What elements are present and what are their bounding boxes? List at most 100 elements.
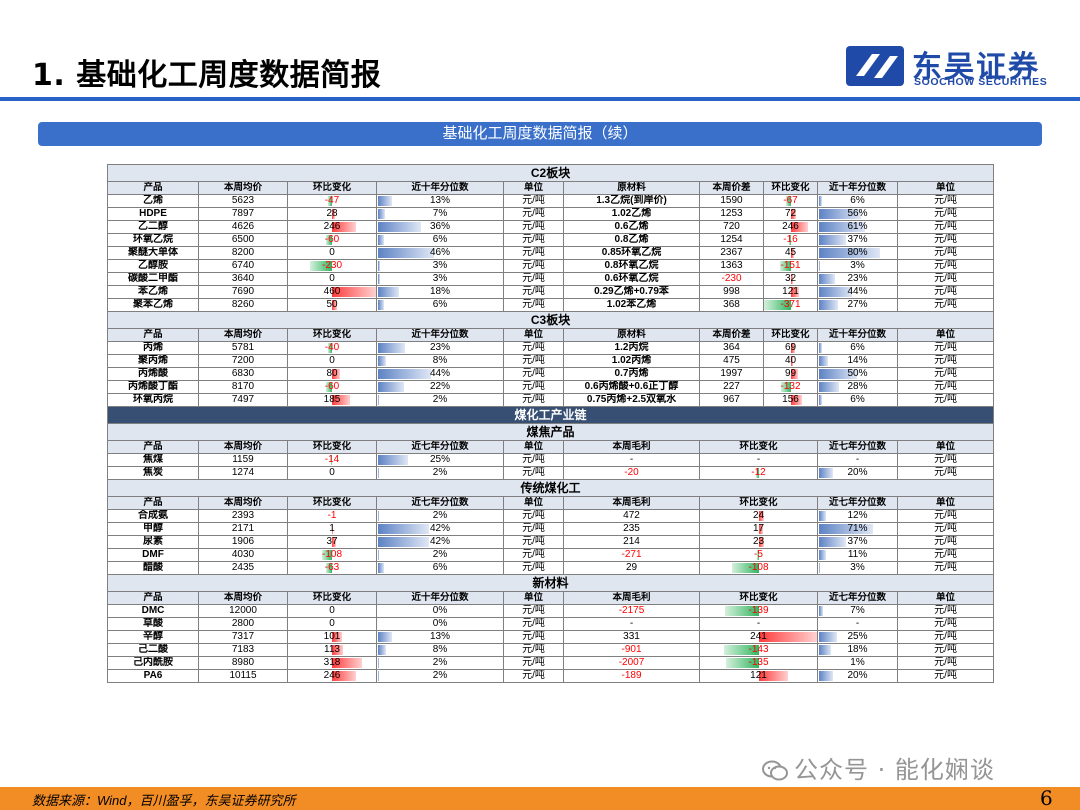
percentile-bar — [378, 658, 379, 668]
unit-text: 元/吨 — [522, 562, 545, 574]
weekly-spread-text: 1254 — [720, 234, 743, 246]
percentile-text: 22% — [429, 381, 450, 393]
weekly-spread-text: 227 — [723, 381, 740, 393]
product-name-text: 乙烯 — [143, 195, 163, 207]
spread-unit-text: 元/吨 — [934, 394, 957, 406]
margin-unit: 元/吨 — [896, 535, 995, 549]
column-header-text: 单位 — [523, 182, 543, 194]
spread-percentile: 3% — [817, 259, 898, 273]
margin-change-text: 241 — [750, 631, 767, 643]
percentile-bar — [819, 632, 837, 642]
weekly-spread-text: 364 — [723, 342, 740, 354]
product-name: 合成氨 — [107, 509, 199, 523]
soochow-logo-icon — [846, 46, 904, 86]
raw-material: 0.8乙烯 — [563, 233, 700, 247]
spread-unit-text: 元/吨 — [934, 368, 957, 380]
price-change-text: 0 — [329, 605, 335, 617]
section-title-text: C3板块 — [530, 313, 571, 327]
column-header-text: 产品 — [143, 592, 163, 604]
price-change: -108 — [287, 548, 377, 562]
product-name-text: 焦炭 — [143, 467, 163, 479]
unit: 元/吨 — [503, 194, 564, 208]
product-name-text: DMF — [142, 549, 164, 561]
watermark: 公众号 · 能化娴谈 — [762, 750, 995, 785]
column-header: 本周毛利 — [563, 591, 700, 605]
percentile-bar — [378, 455, 408, 465]
column-header-row: 产品 本周均价 环比变化 近十年分位数 单位 原材料 本周价差 环比变化 近十年分位数 单位 — [107, 328, 995, 342]
unit-text: 元/吨 — [522, 631, 545, 643]
percentile-bar — [819, 395, 822, 405]
table-row: 聚醚大单体 8200 0 46% 元/吨 0.85环氧乙烷 2367 45 80% 元/吨 — [107, 246, 995, 260]
column-header-text: 单位 — [523, 592, 543, 604]
weekly-price: 7200 — [198, 354, 288, 368]
unit: 元/吨 — [503, 380, 564, 394]
weekly-price: 8980 — [198, 656, 288, 670]
margin-unit: 元/吨 — [896, 617, 995, 631]
weekly-margin: 214 — [563, 535, 700, 549]
spread-change-text: -16 — [783, 234, 798, 246]
margin-change: 24 — [699, 509, 818, 523]
column-header-text: 环比变化 — [312, 182, 351, 194]
column-header: 单位 — [896, 440, 995, 454]
product-name-text: 合成氨 — [138, 510, 168, 522]
raw-material-text: 0.8环氧乙烷 — [604, 260, 659, 272]
unit-text: 元/吨 — [522, 286, 545, 298]
margin-percentile: 1% — [817, 656, 898, 670]
raw-material-text: 0.8乙烯 — [614, 234, 649, 246]
weekly-price-text: 4626 — [231, 221, 255, 233]
table-row: 醋酸 2435 -63 6% 元/吨 29 -108 3% 元/吨 — [107, 561, 995, 575]
spread-percentile-text: 50% — [847, 368, 868, 380]
column-header: 本周均价 — [198, 496, 288, 510]
weekly-margin: -189 — [563, 669, 700, 683]
weekly-price: 1159 — [198, 453, 288, 467]
percentile-text: 2% — [432, 394, 448, 406]
weekly-price: 2800 — [198, 617, 288, 631]
margin-percentile: 12% — [817, 509, 898, 523]
percentile-text: 6% — [432, 234, 448, 246]
column-header-text: 本周毛利 — [612, 592, 651, 604]
product-name-text: 己内酰胺 — [133, 657, 173, 669]
weekly-spread: 227 — [699, 380, 764, 394]
weekly-price-text: 7183 — [231, 644, 255, 656]
percentile-bar — [378, 261, 380, 271]
percentile-bar — [819, 196, 822, 206]
percentile-bar — [378, 196, 393, 206]
percentile: 2% — [376, 393, 504, 407]
price-change-text: -47 — [324, 195, 340, 207]
percentile: 2% — [376, 669, 504, 683]
spread-change-text: 45 — [784, 247, 797, 259]
product-name: DMC — [107, 604, 199, 618]
price-change-text: 28 — [326, 208, 338, 220]
spread-change-text: 156 — [782, 394, 799, 406]
weekly-price-text: 7690 — [231, 286, 255, 298]
raw-material: 1.02苯乙烯 — [563, 298, 700, 312]
margin-change: - — [699, 617, 818, 631]
spread-change: 45 — [763, 246, 818, 260]
weekly-price-text: 1159 — [232, 454, 254, 466]
spread-change: 156 — [763, 393, 818, 407]
percentile-bar — [378, 209, 385, 219]
unit-text: 元/吨 — [522, 549, 545, 561]
percentile: 6% — [376, 298, 504, 312]
spread-unit: 元/吨 — [896, 246, 995, 260]
product-name-text: 碳酸二甲酯 — [128, 273, 178, 285]
column-header-text: 产品 — [143, 441, 163, 453]
weekly-price: 5623 — [198, 194, 288, 208]
column-header: 单位 — [896, 328, 995, 342]
percentile-bar — [378, 356, 387, 366]
raw-material-text: 0.6乙烯 — [614, 221, 649, 233]
percentile-bar — [819, 537, 847, 547]
weekly-price-text: 6500 — [231, 234, 255, 246]
weekly-margin-text: 235 — [623, 523, 640, 535]
weekly-price: 6830 — [198, 367, 288, 381]
column-header: 近十年分位数 — [376, 181, 504, 195]
data-table: C2板块 产品 本周均价 环比变化 近十年分位数 单位 原材料 本周价差 环比变化 近十年分位数单… — [106, 164, 995, 683]
percentile-bar — [819, 671, 833, 681]
percentile-bar — [378, 395, 379, 405]
price-change-text: 246 — [323, 670, 341, 682]
margin-change-text: - — [756, 618, 761, 630]
weekly-spread: 2367 — [699, 246, 764, 260]
column-header: 本周价差 — [699, 181, 764, 195]
column-header-text: 环比变化 — [739, 592, 778, 604]
spread-change: 99 — [763, 367, 818, 381]
